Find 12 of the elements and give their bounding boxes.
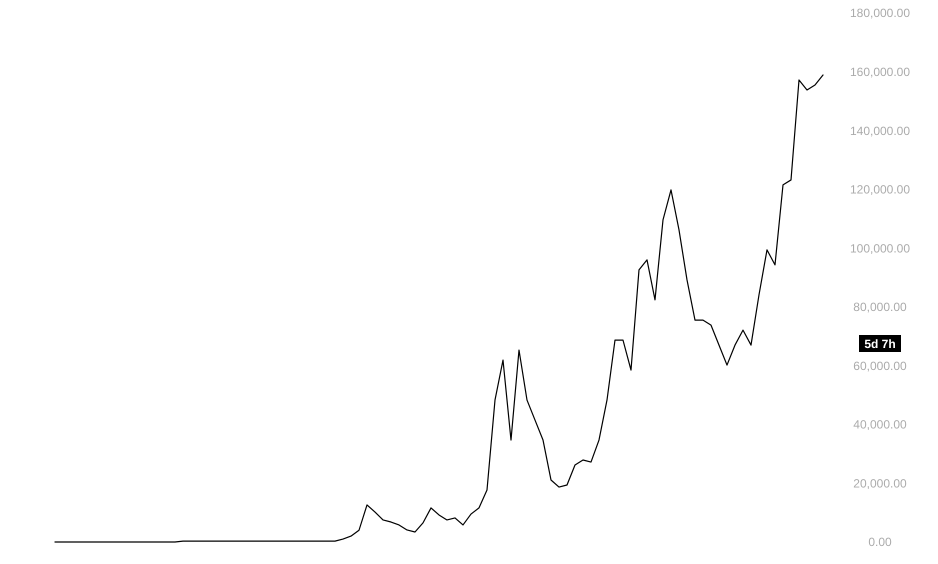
y-tick-label: 20,000.00 — [853, 476, 908, 490]
text: 5d 7h — [864, 337, 896, 352]
y-tick-label: 120,000.00 — [850, 182, 910, 197]
line-series — [54, 74, 824, 543]
y-tick-label: 160,000.00 — [850, 64, 910, 79]
y-tick-label: 140,000.00 — [850, 124, 910, 138]
y-tick-label: 60,000.00 — [853, 358, 908, 373]
y-tick-label: 100,000.00 — [850, 241, 910, 256]
y-tick-label: 180,000.00 — [850, 6, 910, 20]
y-tick-label: 40,000.00 — [853, 418, 908, 432]
y-tick-label: 0.00 — [868, 535, 892, 550]
y-tick-label: 80,000.00 — [853, 300, 908, 314]
